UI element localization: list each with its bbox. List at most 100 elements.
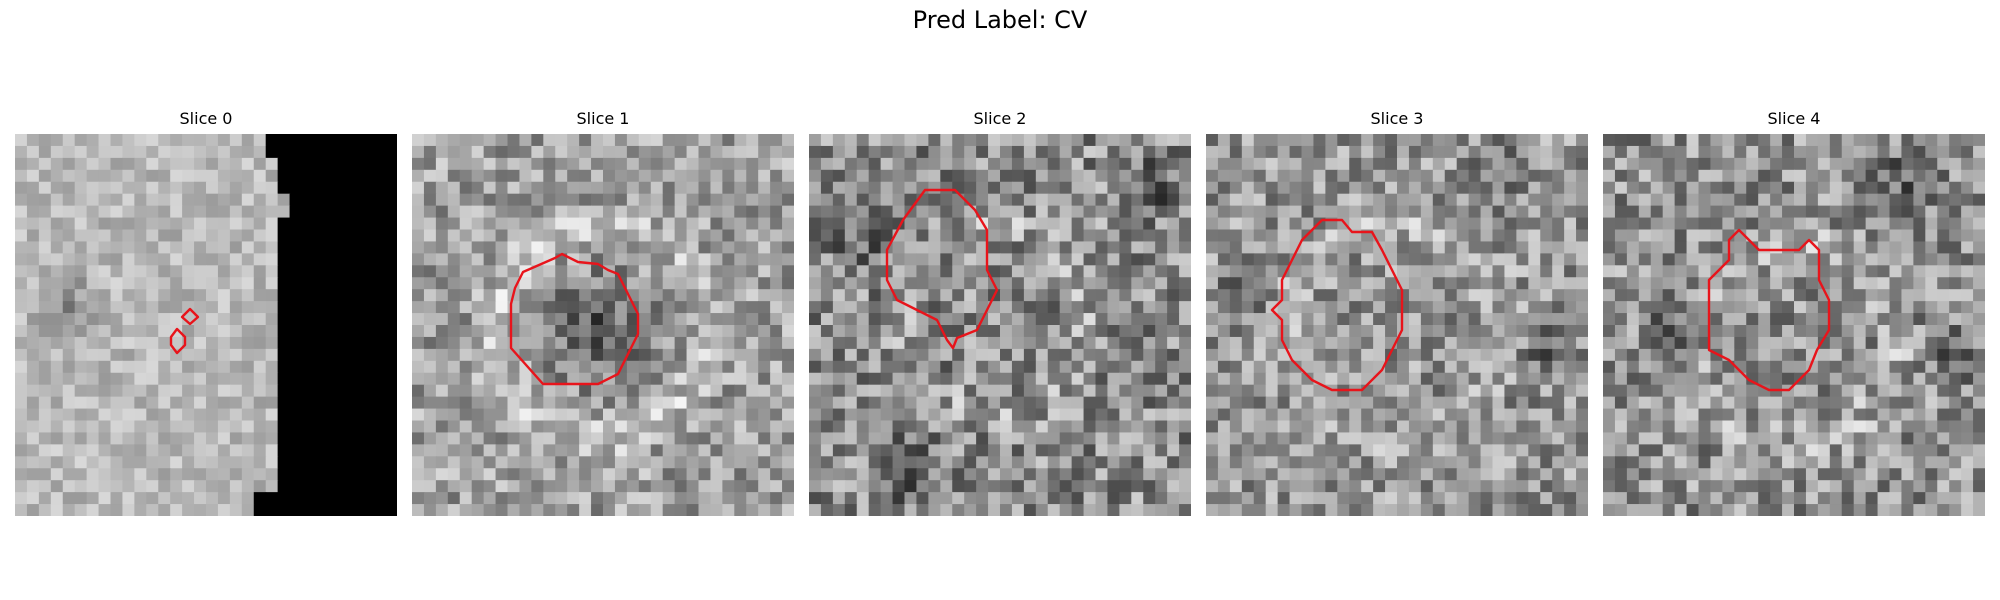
pixel <box>253 193 267 207</box>
pixel <box>626 157 640 171</box>
pixel <box>1504 384 1517 398</box>
pixel <box>349 456 362 469</box>
pixel <box>158 372 171 386</box>
pixel <box>98 193 112 207</box>
pixel <box>928 504 941 516</box>
pixel <box>686 145 700 159</box>
pixel <box>809 181 822 195</box>
pixel <box>495 301 509 314</box>
pixel <box>1131 468 1144 481</box>
pixel <box>1949 348 1962 362</box>
pixel <box>495 229 509 243</box>
pixel <box>1686 325 1700 338</box>
pixel <box>1662 241 1676 254</box>
pixel <box>1758 313 1771 326</box>
pixel <box>349 229 362 243</box>
pixel <box>1325 504 1338 516</box>
pixel <box>809 432 822 445</box>
pixel <box>1289 325 1303 338</box>
pixel <box>555 301 568 314</box>
pixel <box>1674 420 1688 434</box>
pixel <box>1805 396 1819 410</box>
pixel <box>217 301 231 314</box>
pixel <box>1480 181 1494 195</box>
pixel <box>603 145 616 159</box>
pixel <box>15 181 28 195</box>
pixel <box>1829 157 1843 171</box>
pixel <box>1337 468 1350 481</box>
pixel <box>832 336 846 350</box>
pixel <box>459 348 473 362</box>
pixel <box>555 408 568 422</box>
pixel <box>1011 492 1025 505</box>
pixel <box>1504 265 1517 278</box>
pixel <box>1301 396 1315 410</box>
pixel <box>277 408 291 422</box>
pixel <box>1432 396 1446 410</box>
pixel <box>614 348 628 362</box>
pixel <box>217 325 231 338</box>
pixel <box>412 480 425 493</box>
pixel <box>856 229 870 243</box>
pixel <box>844 134 858 147</box>
pixel <box>964 157 977 171</box>
pixel <box>277 217 291 231</box>
pixel <box>1492 480 1506 493</box>
pixel <box>1540 432 1553 445</box>
pixel <box>1841 325 1855 338</box>
pixel <box>892 145 906 159</box>
pixel <box>50 444 64 457</box>
pixel <box>349 492 362 505</box>
pixel <box>373 241 386 254</box>
pixel <box>1011 157 1025 171</box>
pixel <box>1901 205 1914 219</box>
pixel <box>1083 277 1097 290</box>
pixel <box>988 145 1001 159</box>
pixel <box>626 217 640 231</box>
pixel <box>940 504 953 516</box>
pixel <box>435 480 449 493</box>
pixel <box>1925 181 1938 195</box>
pixel <box>1456 241 1470 254</box>
pixel <box>423 468 437 481</box>
pixel <box>459 241 473 254</box>
pixel <box>483 408 497 422</box>
pixel <box>170 492 183 505</box>
pixel <box>1397 480 1410 493</box>
pixel <box>385 265 397 278</box>
pixel <box>1408 396 1422 410</box>
pixel <box>1746 205 1759 219</box>
pixel <box>1143 181 1156 195</box>
pixel <box>1973 229 1985 243</box>
pixel <box>1385 468 1398 481</box>
pixel <box>1167 336 1180 350</box>
pixel <box>1397 360 1410 374</box>
pixel <box>1949 205 1962 219</box>
pixel <box>1420 301 1434 314</box>
pixel <box>1035 193 1049 207</box>
pixel <box>1059 134 1073 147</box>
pixel <box>1325 277 1338 290</box>
pixel <box>770 253 783 266</box>
pixel <box>1528 360 1541 374</box>
pixel <box>471 169 485 183</box>
pixel <box>1253 336 1267 350</box>
pixel <box>507 336 521 350</box>
pixel <box>110 348 124 362</box>
pixel <box>86 169 100 183</box>
pixel <box>1468 169 1482 183</box>
pixel <box>1552 456 1565 469</box>
pixel <box>1095 193 1109 207</box>
pixel <box>1865 384 1879 398</box>
pixel <box>591 384 604 398</box>
pixel <box>325 193 338 207</box>
pixel <box>15 289 28 302</box>
pixel <box>952 396 965 410</box>
pixel <box>1626 289 1640 302</box>
slice-panel-1: Slice 1 <box>412 108 794 516</box>
pixel <box>758 456 771 469</box>
pixel <box>1167 408 1180 422</box>
pixel <box>1444 313 1458 326</box>
pixel <box>1397 313 1410 326</box>
pixel <box>1937 360 1950 374</box>
